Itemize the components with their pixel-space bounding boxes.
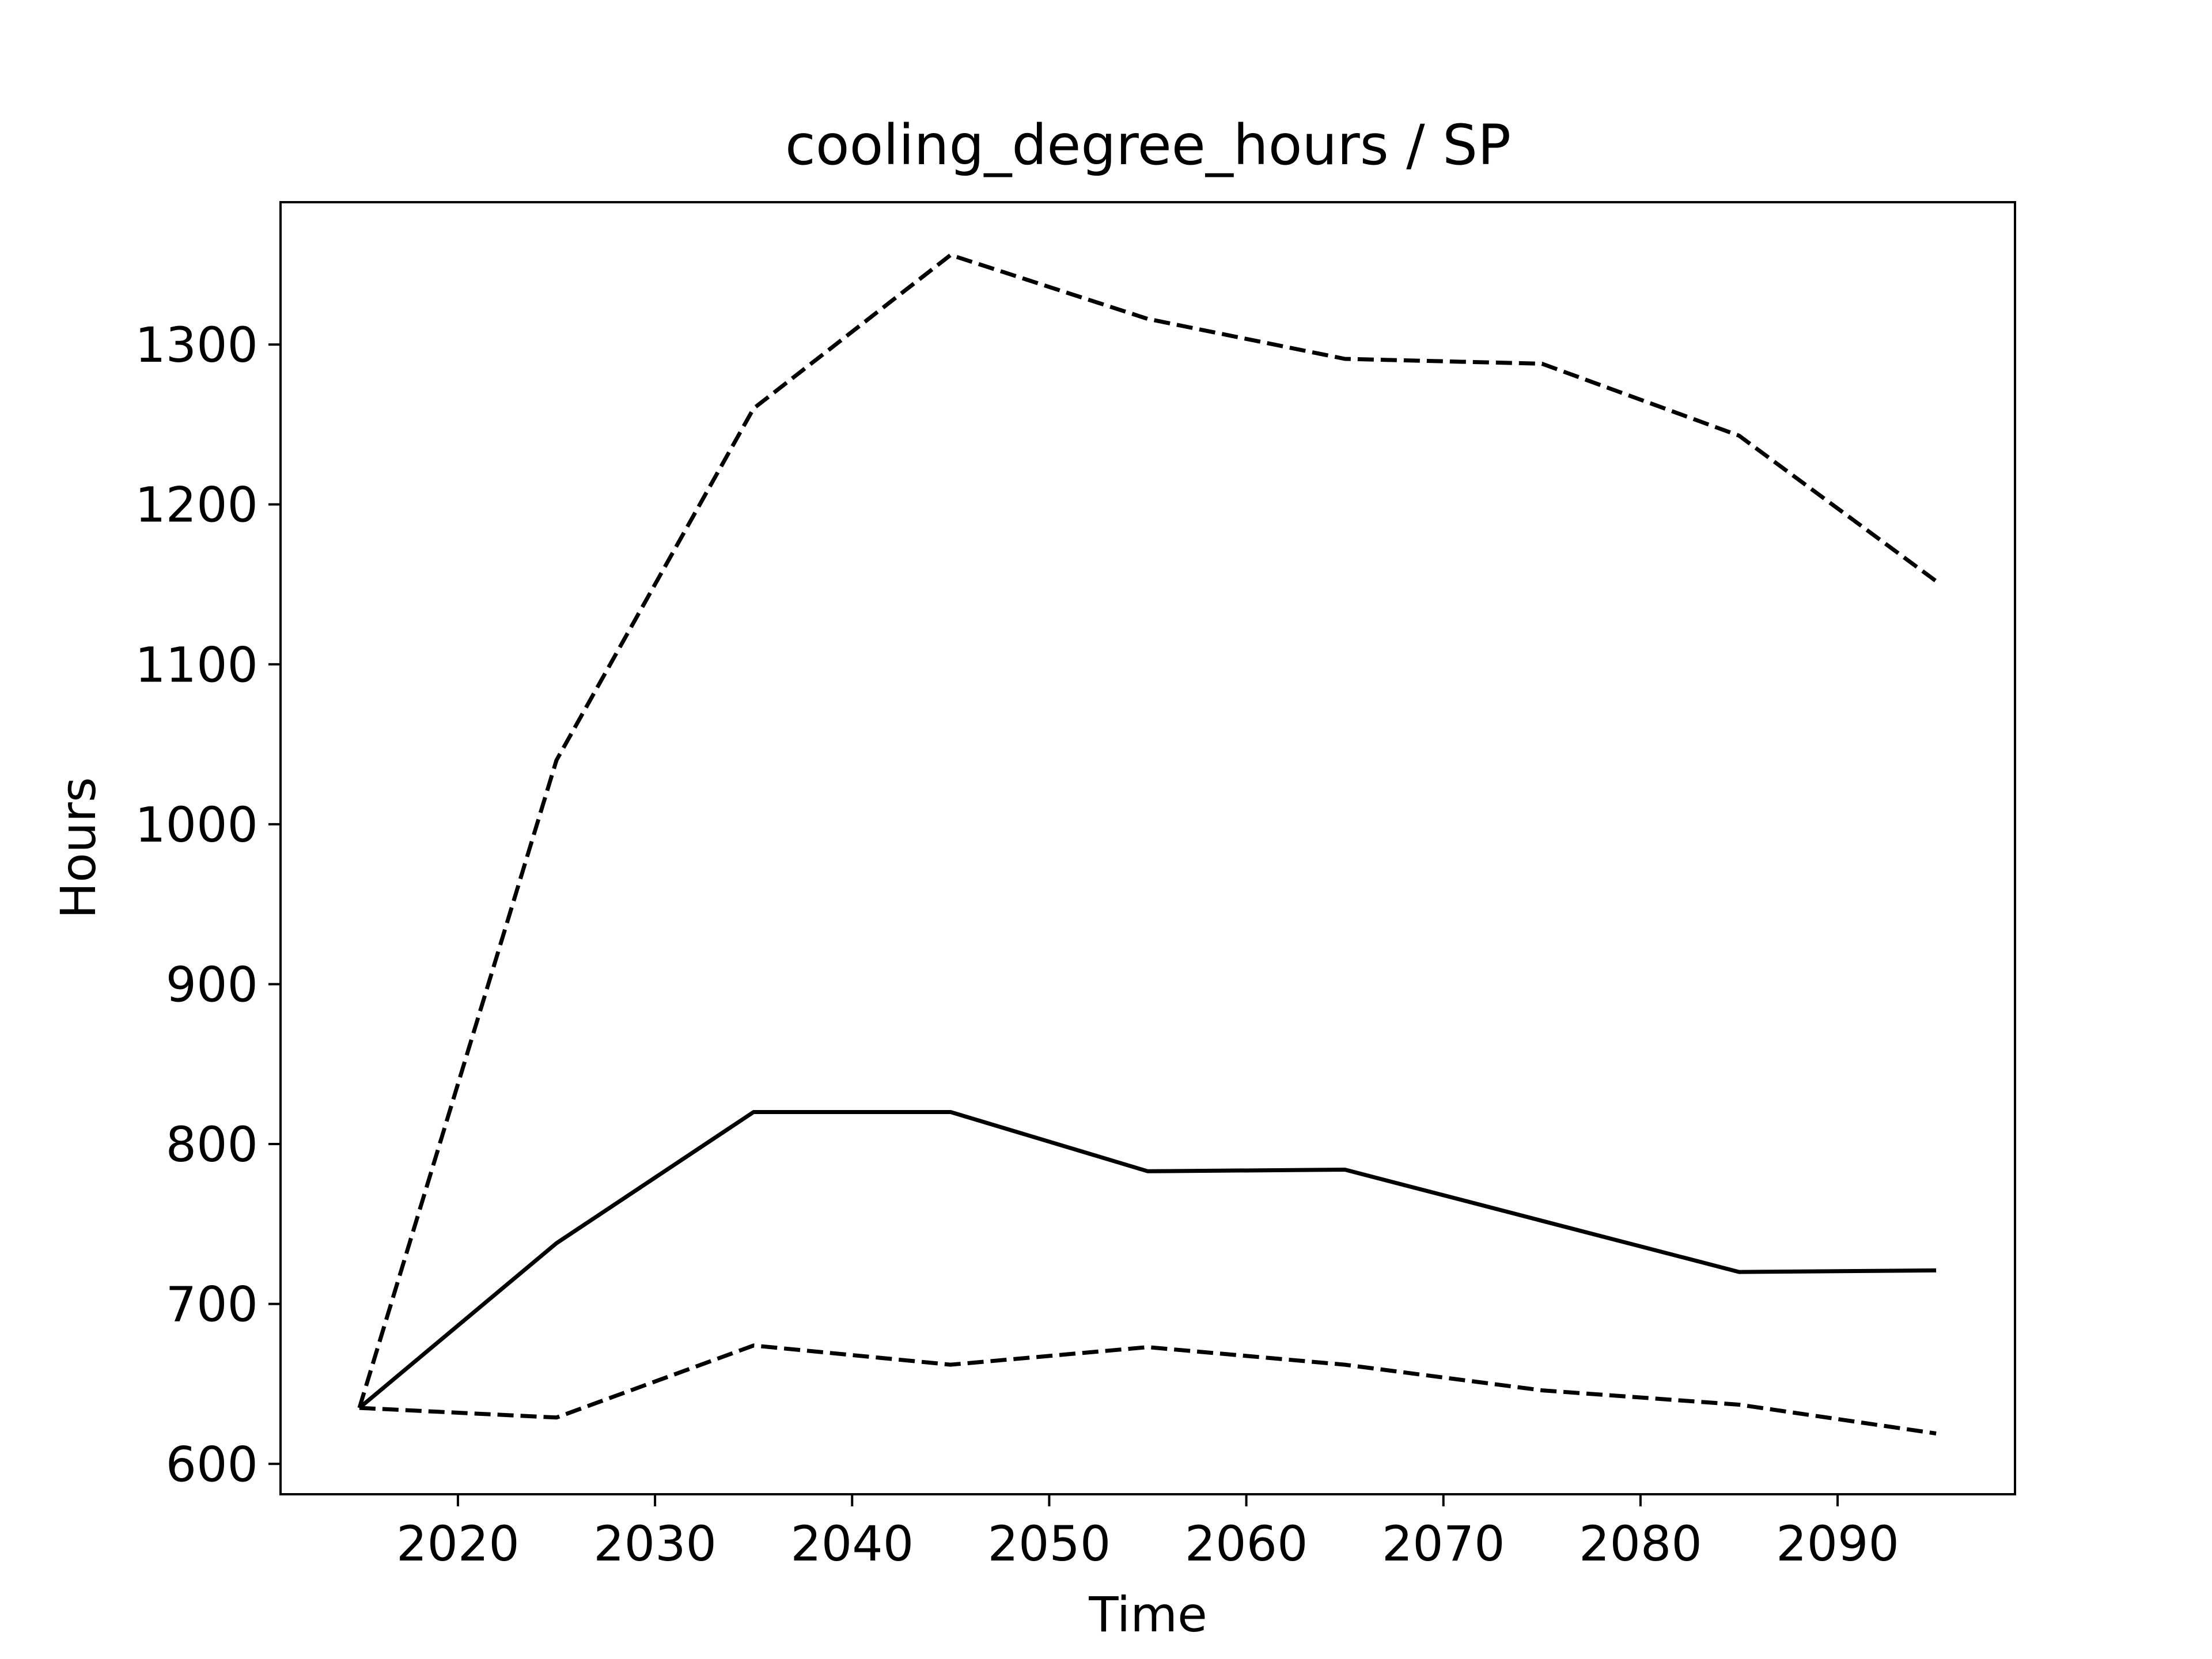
series-line-2 xyxy=(357,253,1938,1409)
x-tick-label: 2070 xyxy=(1382,1516,1505,1572)
y-tick-label: 600 xyxy=(166,1436,258,1493)
x-tick-label: 2040 xyxy=(790,1516,914,1572)
y-tick-label: 800 xyxy=(166,1116,258,1173)
y-tick-label: 1300 xyxy=(135,317,258,373)
chart-title: cooling_degree_hours / SP xyxy=(785,113,1511,177)
y-tick-label: 700 xyxy=(166,1277,258,1333)
x-axis: 2020 2030 2040 2050 2060 2070 2080 2090 xyxy=(396,1494,1899,1572)
x-tick-label: 2020 xyxy=(396,1516,520,1572)
y-tick-label: 1000 xyxy=(135,797,258,853)
y-tick-label: 1200 xyxy=(135,477,258,533)
y-tick-label: 1100 xyxy=(135,637,258,693)
x-tick-label: 2050 xyxy=(988,1516,1111,1572)
plot-area xyxy=(357,253,1938,1435)
plot-frame xyxy=(279,201,2016,1495)
series-line-3 xyxy=(359,1343,1937,1435)
y-tick-label: 900 xyxy=(166,956,258,1013)
y-axis: 600 700 800 900 1000 1100 1200 1300 xyxy=(135,317,281,1493)
x-tick-label: 2060 xyxy=(1185,1516,1308,1572)
x-tick-label: 2030 xyxy=(593,1516,717,1572)
x-tick-label: 2090 xyxy=(1776,1516,1899,1572)
y-axis-label: Hours xyxy=(50,777,107,919)
x-tick-label: 2080 xyxy=(1579,1516,1702,1572)
x-axis-label: Time xyxy=(1088,1586,1207,1643)
series-line-1 xyxy=(358,1110,1937,1410)
